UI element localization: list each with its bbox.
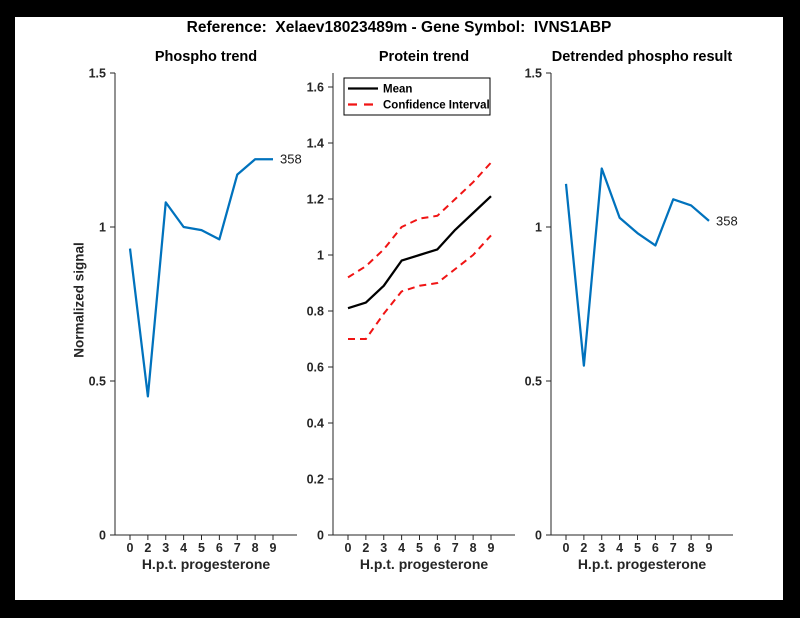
y-tick-label: 1.5 [89, 67, 106, 81]
x-tick-label: 8 [688, 541, 695, 555]
x-tick-label: 0 [127, 541, 134, 555]
series-end-label: 358 [716, 213, 738, 228]
x-axis-label-2: H.p.t. progesterone [359, 556, 489, 572]
series-phospho-signal [128, 158, 273, 398]
y-tick-label: 0 [317, 529, 324, 543]
x-axis-label-3: H.p.t. progesterone [577, 556, 707, 572]
y-tick-label: 0.5 [525, 375, 542, 389]
y-tick-label: 0.4 [307, 417, 324, 431]
series-mean [347, 195, 492, 310]
x-tick-label: 3 [598, 541, 605, 555]
y-tick-label: 1.6 [307, 81, 324, 95]
x-tick-label: 3 [162, 541, 169, 555]
legend-label: Confidence Interval [383, 100, 490, 112]
x-tick-label: 5 [634, 541, 641, 555]
y-tick-label: 0.8 [307, 305, 324, 319]
chart-svg-protein-trend: 00.20.40.60.811.21.41.60 2 3 4 5 6 7 8 9MeanConf… [307, 73, 515, 555]
series-end-label: 358 [280, 152, 302, 167]
x-tick-label: 0 [345, 541, 352, 555]
x-tick-label: 4 [398, 541, 405, 555]
x-tick-label: 6 [216, 541, 223, 555]
x-tick-label: 5 [198, 541, 205, 555]
y-tick-label: 0.5 [89, 375, 106, 389]
x-tick-label: 4 [616, 541, 623, 555]
x-tick-label: 8 [252, 541, 259, 555]
x-tick-label: 6 [434, 541, 441, 555]
series-detrended-phospho-signal [564, 167, 710, 367]
legend-box [343, 77, 491, 116]
x-tick-label: 8 [470, 541, 477, 555]
x-tick-label: 3 [380, 541, 387, 555]
x-tick-label: 7 [234, 541, 241, 555]
series-confidence-interval-lower [348, 234, 492, 340]
x-tick-label: 5 [416, 541, 423, 555]
subplot-title-phospho-trend: Phospho trend [154, 49, 258, 65]
x-tick-label: 7 [670, 541, 677, 555]
subplot-title-protein-trend: Protein trend [378, 49, 470, 65]
y-tick-label: 0 [535, 529, 542, 543]
y-tick-label: 1 [317, 249, 324, 263]
x-tick-label: 2 [144, 541, 151, 555]
x-tick-label: 9 [488, 541, 495, 555]
y-tick-label: 1.5 [525, 67, 542, 81]
y-tick-label: 0 [99, 529, 106, 543]
x-tick-label: 6 [652, 541, 659, 555]
x-tick-label: 0 [563, 541, 570, 555]
subplot-title-detrended-phospho: Detrended phospho result [551, 49, 733, 65]
y-tick-label: 1 [99, 221, 106, 235]
y-tick-label: 0.2 [307, 473, 324, 487]
y-tick-label: 1.4 [307, 137, 324, 151]
x-tick-label: 2 [580, 541, 587, 555]
y-tick-label: 1.2 [307, 193, 324, 207]
x-tick-label: 9 [706, 541, 713, 555]
x-tick-label: 7 [452, 541, 459, 555]
series-confidence-interval-upper [347, 161, 492, 279]
x-axis-label-1: H.p.t. progesterone [141, 556, 271, 572]
y-tick-label: 0.6 [307, 361, 324, 375]
figure-title: Reference: Xelaev18023489m - Gene Symbol… [186, 19, 612, 36]
legend-label: Mean [383, 84, 412, 96]
y-tick-label: 1 [535, 221, 542, 235]
x-tick-label: 4 [180, 541, 187, 555]
x-tick-label: 9 [270, 541, 277, 555]
x-tick-label: 2 [362, 541, 369, 555]
